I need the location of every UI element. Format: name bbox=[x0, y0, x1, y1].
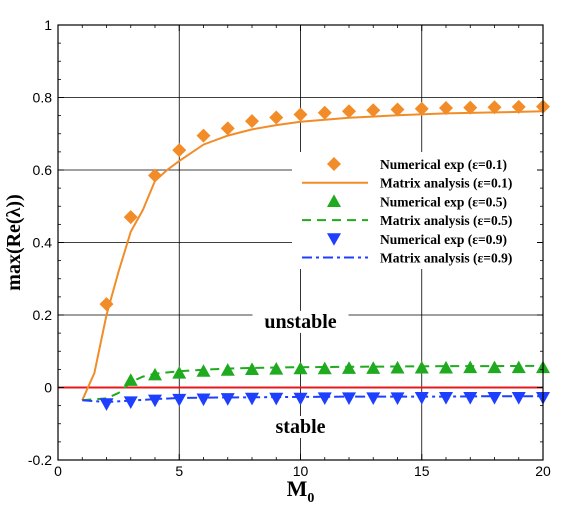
data-point bbox=[487, 360, 502, 374]
data-point bbox=[293, 107, 308, 122]
data-point bbox=[245, 392, 259, 406]
legend-marker-symbol bbox=[327, 157, 341, 171]
series-line bbox=[82, 395, 543, 404]
data-point bbox=[123, 396, 138, 409]
series-layer bbox=[81, 99, 550, 411]
x-tick-label: 10 bbox=[293, 463, 309, 479]
y-tick-label: -0.2 bbox=[28, 452, 52, 468]
series-5 bbox=[82, 395, 543, 404]
data-point bbox=[439, 392, 453, 405]
data-point bbox=[487, 392, 502, 405]
y-tick-label: 0 bbox=[44, 380, 52, 396]
data-point bbox=[148, 394, 162, 408]
data-point bbox=[196, 393, 211, 407]
data-point bbox=[511, 99, 526, 114]
data-point bbox=[317, 361, 332, 375]
data-point bbox=[220, 121, 235, 136]
x-tick-label: 0 bbox=[54, 463, 62, 479]
x-axis-title: M0 bbox=[287, 476, 315, 506]
data-point bbox=[366, 361, 381, 374]
series-line bbox=[81, 110, 544, 401]
data-point bbox=[414, 101, 429, 116]
data-point bbox=[220, 393, 235, 406]
series-line bbox=[82, 364, 544, 402]
data-point bbox=[439, 101, 453, 116]
x-tick-label: 15 bbox=[414, 463, 430, 479]
legend-label: Numerical exp (ε=0.5) bbox=[380, 194, 507, 209]
data-point bbox=[366, 392, 381, 406]
legend-label: Matrix analysis (ε=0.1) bbox=[380, 176, 512, 191]
series-1 bbox=[81, 110, 544, 401]
data-point bbox=[390, 102, 405, 117]
legend-label: Matrix analysis (ε=0.5) bbox=[380, 213, 512, 228]
data-point bbox=[245, 362, 259, 375]
data-point bbox=[269, 110, 284, 125]
annotation-layer: unstable stable bbox=[252, 310, 349, 438]
y-tick-label: 0.8 bbox=[33, 90, 53, 106]
y-tick-label: 0.4 bbox=[33, 235, 53, 251]
annotation-bg bbox=[252, 310, 349, 333]
data-point bbox=[172, 143, 187, 158]
data-point bbox=[245, 114, 259, 129]
series-4 bbox=[99, 392, 550, 411]
series-3 bbox=[82, 364, 544, 402]
data-point bbox=[342, 104, 356, 119]
annotation-stable: stable bbox=[276, 416, 326, 438]
data-point bbox=[123, 210, 138, 225]
data-point bbox=[366, 103, 381, 118]
data-point bbox=[390, 392, 405, 406]
y-tick-label: 0.2 bbox=[33, 307, 53, 323]
legend-marker-symbol bbox=[327, 233, 341, 246]
y-tick-label: 0.6 bbox=[33, 162, 53, 178]
x-tick-label: 5 bbox=[175, 463, 183, 479]
annotation-bg bbox=[263, 416, 338, 438]
data-point bbox=[463, 100, 478, 115]
data-point bbox=[172, 366, 187, 379]
data-point bbox=[196, 128, 211, 143]
legend-label: Numerical exp (ε=0.9) bbox=[380, 232, 507, 247]
legend: Numerical exp (ε=0.1) Matrix analysis (ε=… bbox=[292, 152, 538, 269]
series-0 bbox=[99, 99, 550, 312]
y-axis-title: max(Re(λ)) bbox=[3, 194, 25, 290]
data-point bbox=[123, 373, 138, 386]
y-tick-label: 1 bbox=[44, 17, 52, 33]
data-point bbox=[463, 392, 478, 405]
data-point bbox=[487, 100, 502, 115]
x-tick-label: 20 bbox=[535, 463, 551, 479]
legend-marker-symbol bbox=[327, 194, 341, 207]
data-point bbox=[269, 392, 284, 406]
data-point bbox=[414, 392, 429, 405]
annotation-unstable: unstable bbox=[264, 311, 336, 333]
data-point bbox=[511, 392, 526, 405]
data-point bbox=[293, 392, 308, 406]
data-point bbox=[342, 392, 356, 406]
data-point bbox=[317, 105, 332, 120]
legend-background bbox=[292, 152, 538, 269]
legend-label: Matrix analysis (ε=0.9) bbox=[380, 251, 512, 266]
data-point bbox=[317, 392, 332, 406]
legend-label: Numerical exp (ε=0.1) bbox=[380, 157, 507, 172]
data-point bbox=[439, 360, 453, 374]
